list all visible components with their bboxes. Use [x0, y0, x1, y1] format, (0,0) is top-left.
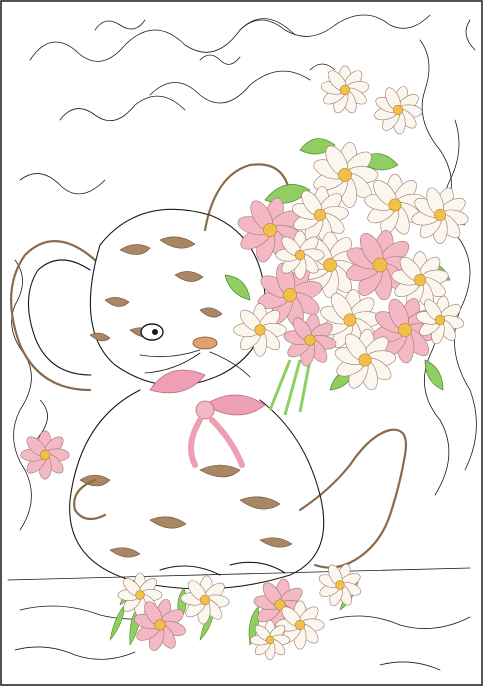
mouse-nose	[192, 336, 218, 350]
flower	[345, 230, 416, 301]
flower	[320, 65, 370, 114]
bouquet-stems	[268, 359, 312, 416]
flower	[411, 187, 469, 244]
flower	[253, 578, 307, 632]
meadow-flowers	[117, 563, 362, 661]
mouse-right-ear	[203, 163, 292, 232]
flower	[320, 289, 382, 351]
flower	[318, 563, 362, 607]
top-flowers	[320, 65, 423, 135]
flower	[291, 186, 349, 244]
flower	[334, 329, 396, 391]
flower	[134, 599, 186, 651]
flower	[233, 303, 287, 357]
flower	[364, 173, 426, 235]
flower	[313, 142, 379, 208]
flower	[180, 575, 230, 625]
left-pink-flower	[20, 430, 70, 480]
flower	[391, 251, 449, 308]
mouse-left-ear	[10, 240, 97, 392]
flower	[283, 313, 337, 367]
flower	[237, 197, 303, 263]
flower	[20, 430, 70, 480]
pink-bow	[149, 369, 266, 468]
flower	[415, 295, 465, 345]
mouse-head	[89, 208, 267, 386]
flower	[374, 86, 423, 135]
flower	[249, 619, 291, 661]
flower	[275, 230, 325, 280]
bouquet-flowers	[233, 142, 469, 391]
mouse-tail	[298, 428, 408, 569]
